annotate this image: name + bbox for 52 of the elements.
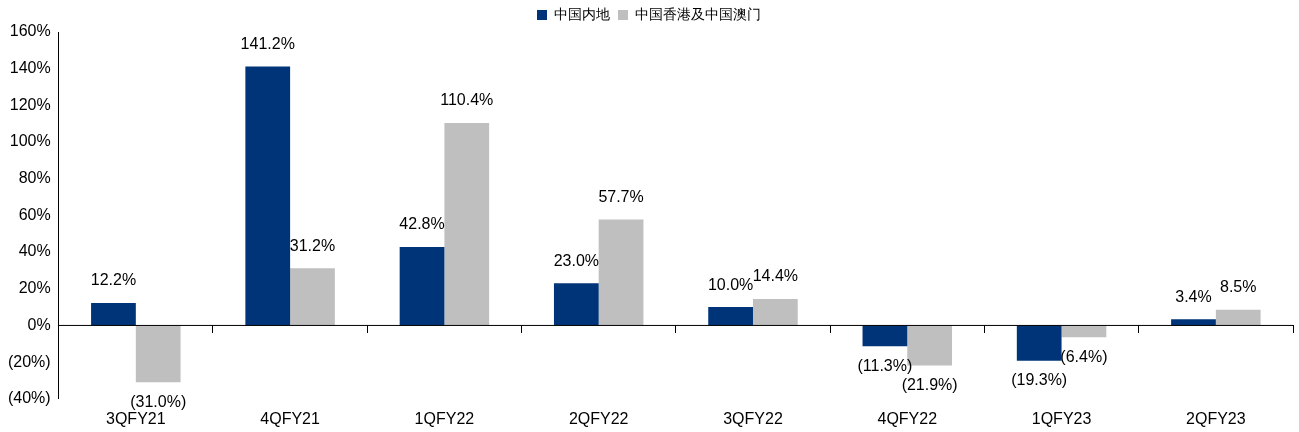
bar: [444, 122, 490, 326]
data-label: 3.4%: [1175, 287, 1212, 305]
bar: [1171, 319, 1216, 326]
data-label: 10.0%: [707, 275, 754, 293]
data-label: 141.2%: [240, 34, 295, 52]
bar: [399, 246, 445, 326]
y-tick-label: 140%: [9, 59, 51, 77]
data-label: 12.2%: [90, 271, 137, 289]
x-tick-label: 1QFY23: [1031, 409, 1092, 427]
bar: [708, 307, 753, 326]
y-tick-label: 60%: [18, 205, 51, 223]
data-label: (11.3%): [857, 356, 913, 374]
data-label: 23.0%: [553, 251, 600, 269]
x-tick-label: 3QFY21: [106, 409, 166, 427]
data-label: (31.0%): [130, 392, 187, 410]
y-tick-label: 120%: [9, 95, 51, 113]
y-tick-label: 20%: [18, 279, 51, 297]
legend-label: 中国内地: [554, 5, 610, 22]
data-label: 42.8%: [399, 215, 445, 233]
x-tick-label: 4QFY22: [877, 409, 938, 427]
data-label: 8.5%: [1219, 278, 1257, 296]
bar: [245, 66, 291, 326]
data-label: (6.4%): [1060, 347, 1108, 365]
y-tick-label: 80%: [18, 169, 51, 187]
x-tick-label: 3QFY22: [723, 409, 783, 427]
data-label: 31.2%: [289, 236, 336, 254]
bar: [862, 325, 908, 347]
bar: [752, 299, 798, 326]
data-label: 110.4%: [440, 91, 494, 109]
y-tick-label: 40%: [18, 242, 51, 260]
data-label: 57.7%: [598, 188, 644, 206]
y-tick-label: 160%: [9, 22, 51, 40]
data-label: 14.4%: [752, 267, 799, 285]
y-tick-label: (40%): [7, 389, 51, 407]
bar: [598, 219, 644, 326]
x-tick-label: 2QFY23: [1186, 409, 1246, 427]
legend-label: 中国香港及中国澳门: [635, 5, 761, 22]
bar: [1016, 325, 1062, 361]
bar: [91, 303, 136, 326]
x-tick-label: 2QFY22: [568, 409, 629, 427]
x-tick-label: 4QFY21: [260, 409, 321, 427]
bar: [1215, 309, 1261, 326]
bar: [135, 325, 181, 383]
data-label: (21.9%): [901, 376, 958, 394]
y-tick-label: 0%: [27, 315, 51, 333]
y-tick-label: (20%): [7, 352, 51, 370]
bar: [1061, 325, 1107, 338]
data-label: (19.3%): [1011, 371, 1068, 389]
x-tick-label: 1QFY22: [414, 409, 475, 427]
bar: [290, 268, 335, 326]
bar: [553, 283, 599, 326]
y-tick-label: 100%: [9, 132, 51, 150]
